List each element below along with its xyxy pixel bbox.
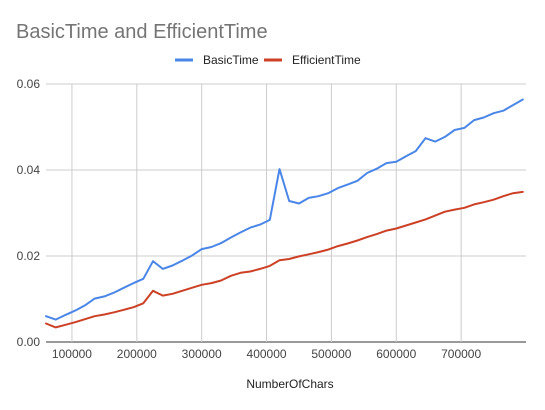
y-tick-label: 0.00 xyxy=(17,335,41,349)
x-axis-title: NumberOfChars xyxy=(246,377,333,391)
x-tick-label: 600000 xyxy=(376,347,416,361)
series-lines xyxy=(45,98,524,329)
x-tick-label: 300000 xyxy=(182,347,222,361)
efficienttime-legend-label: EfficientTime xyxy=(292,53,361,67)
y-tick-label: 0.04 xyxy=(17,163,41,177)
x-tick-label: 100000 xyxy=(52,347,92,361)
basictime-series-line xyxy=(45,98,524,321)
y-tick-label: 0.02 xyxy=(17,249,41,263)
gridlines xyxy=(46,83,526,343)
x-tick-label: 200000 xyxy=(117,347,157,361)
y-tick-label: 0.06 xyxy=(17,77,41,91)
efficienttime-series-line xyxy=(45,190,524,329)
y-axis-ticks: 0.00 0.02 0.04 0.06 xyxy=(17,77,41,349)
basictime-legend-label: BasicTime xyxy=(203,53,259,67)
x-axis-ticks: 100000 200000 300000 400000 500000 600000 7000… xyxy=(52,347,482,361)
x-tick-label: 500000 xyxy=(311,347,351,361)
x-tick-label: 400000 xyxy=(247,347,287,361)
x-tick-label: 700000 xyxy=(441,347,481,361)
chart-title: BasicTime and EfficientTime xyxy=(16,21,268,43)
legend: BasicTime EfficientTime xyxy=(175,53,361,67)
